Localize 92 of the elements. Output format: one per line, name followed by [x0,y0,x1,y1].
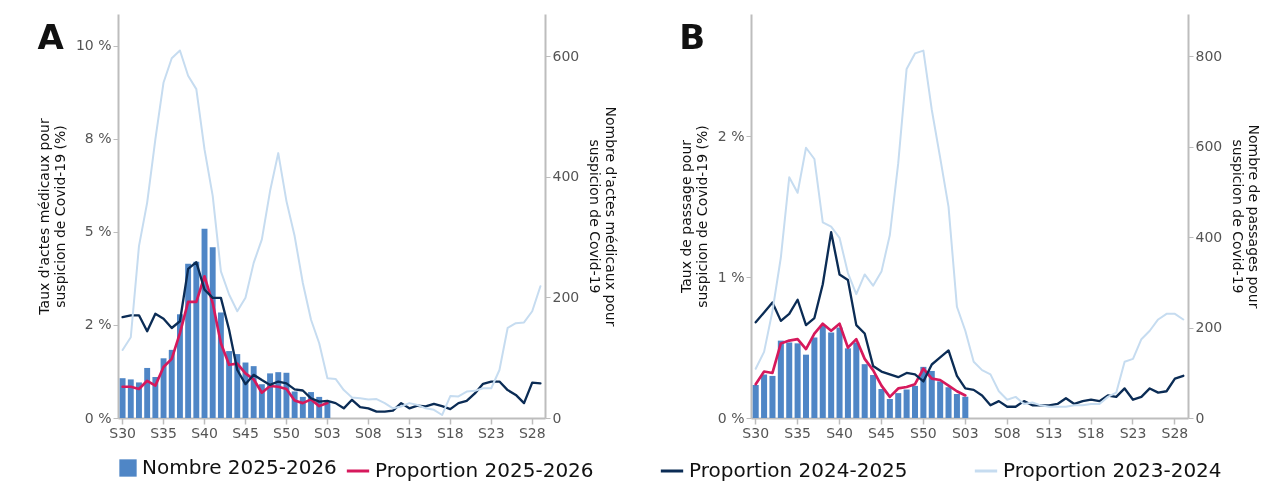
bar [769,375,776,418]
bar [168,349,175,418]
bar [886,399,893,418]
y2-axis-title: Nombre de passages pour suspicion de Covid-19 [1230,124,1263,309]
x-tick-label: S30 [742,424,770,441]
y2-tick-label: 800 [1195,47,1223,64]
bar [903,389,910,418]
line-series [754,49,1185,408]
x-tick-label: S45 [232,424,259,441]
bar [870,375,877,418]
y2-tick-label: 400 [552,168,580,185]
legend-label: Proportion 2023-2024 [1003,458,1222,482]
y2-tick-label: 200 [1195,319,1223,336]
y2-tick-label: 600 [552,47,580,64]
bar [861,364,868,418]
legend-label: Nombre 2025-2026 [142,455,337,479]
x-tick-label: S18 [436,424,464,441]
y-tick-label: 10 % [75,37,112,54]
bar [794,343,801,418]
chart-title: B [679,17,706,57]
line-series [121,260,542,413]
x-tick-label: S23 [477,424,505,441]
bar [777,340,784,418]
y2-tick-label: 0 [552,409,562,426]
bar [844,348,851,418]
bar [209,247,216,418]
bar [811,337,818,418]
bar [226,351,233,418]
bar [836,327,843,418]
y2-tick-label: 200 [552,288,580,305]
x-tick-label: S50 [910,424,937,441]
x-tick-label: S28 [518,424,546,441]
bar [761,374,768,418]
bar [802,354,810,418]
y2-tick-label: 0 [1195,409,1205,426]
bar [267,373,273,418]
x-tick-label: S18 [1077,424,1105,441]
line-series [754,322,967,399]
x-tick-label: S03 [314,424,341,441]
x-tick-label: S23 [1119,424,1147,441]
y-tick-label: 2 % [84,316,112,333]
bar [127,379,134,418]
bar [786,342,793,418]
bar [217,312,224,418]
y-tick-label: 1 % [717,268,745,285]
x-tick-label: S45 [868,424,895,441]
y-tick-label: 0 % [84,409,112,426]
x-tick-label: S13 [395,424,423,441]
bar [895,393,902,418]
x-tick-label: S40 [191,424,218,441]
chart-title: A [37,17,65,57]
bar [160,358,167,418]
y-axis-title: Taux de passage pour suspicion de Covid-19 (%) [677,125,710,308]
line-series [121,49,542,417]
legend-label: Proportion 2024-2025 [689,458,908,482]
x-tick-label: S40 [826,424,853,441]
bar [953,394,960,418]
bar [853,342,860,418]
x-tick-label: S28 [1161,424,1189,441]
bar [937,381,944,418]
x-tick-label: S30 [109,424,136,441]
line-series [754,231,1185,408]
x-tick-label: S08 [355,424,382,441]
y2-tick-label: 400 [1195,228,1223,245]
x-tick-label: S35 [150,424,177,441]
y-axis-title: Taux d'actes médicaux pour suspicion de Covid-19 (%) [35,118,68,316]
bar [945,387,952,418]
bar [928,370,935,418]
y-tick-label: 8 % [84,130,112,147]
bar [752,384,759,418]
bar [136,382,142,418]
y2-axis-title: Nombre d'actes médicaux pour suspicion de Covid-19 [587,106,620,327]
y-tick-label: 5 % [84,223,112,240]
bar [193,261,200,418]
x-tick-label: S35 [784,424,811,441]
x-tick-label: S50 [273,424,300,441]
bar [144,367,151,418]
y-tick-label: 2 % [717,127,745,144]
bar [878,389,885,418]
bar [911,385,919,418]
bar [185,263,192,418]
legend-label: Proportion 2025-2026 [375,458,594,482]
y-tick-label: 0 % [717,409,745,426]
bar [828,332,835,418]
bar [119,378,126,418]
x-tick-label: S03 [951,424,979,441]
bar [819,325,826,418]
x-tick-label: S08 [993,424,1021,441]
x-tick-label: S13 [1035,424,1063,441]
y2-tick-label: 600 [1195,138,1223,155]
line-series [121,274,329,408]
bar [962,396,969,418]
